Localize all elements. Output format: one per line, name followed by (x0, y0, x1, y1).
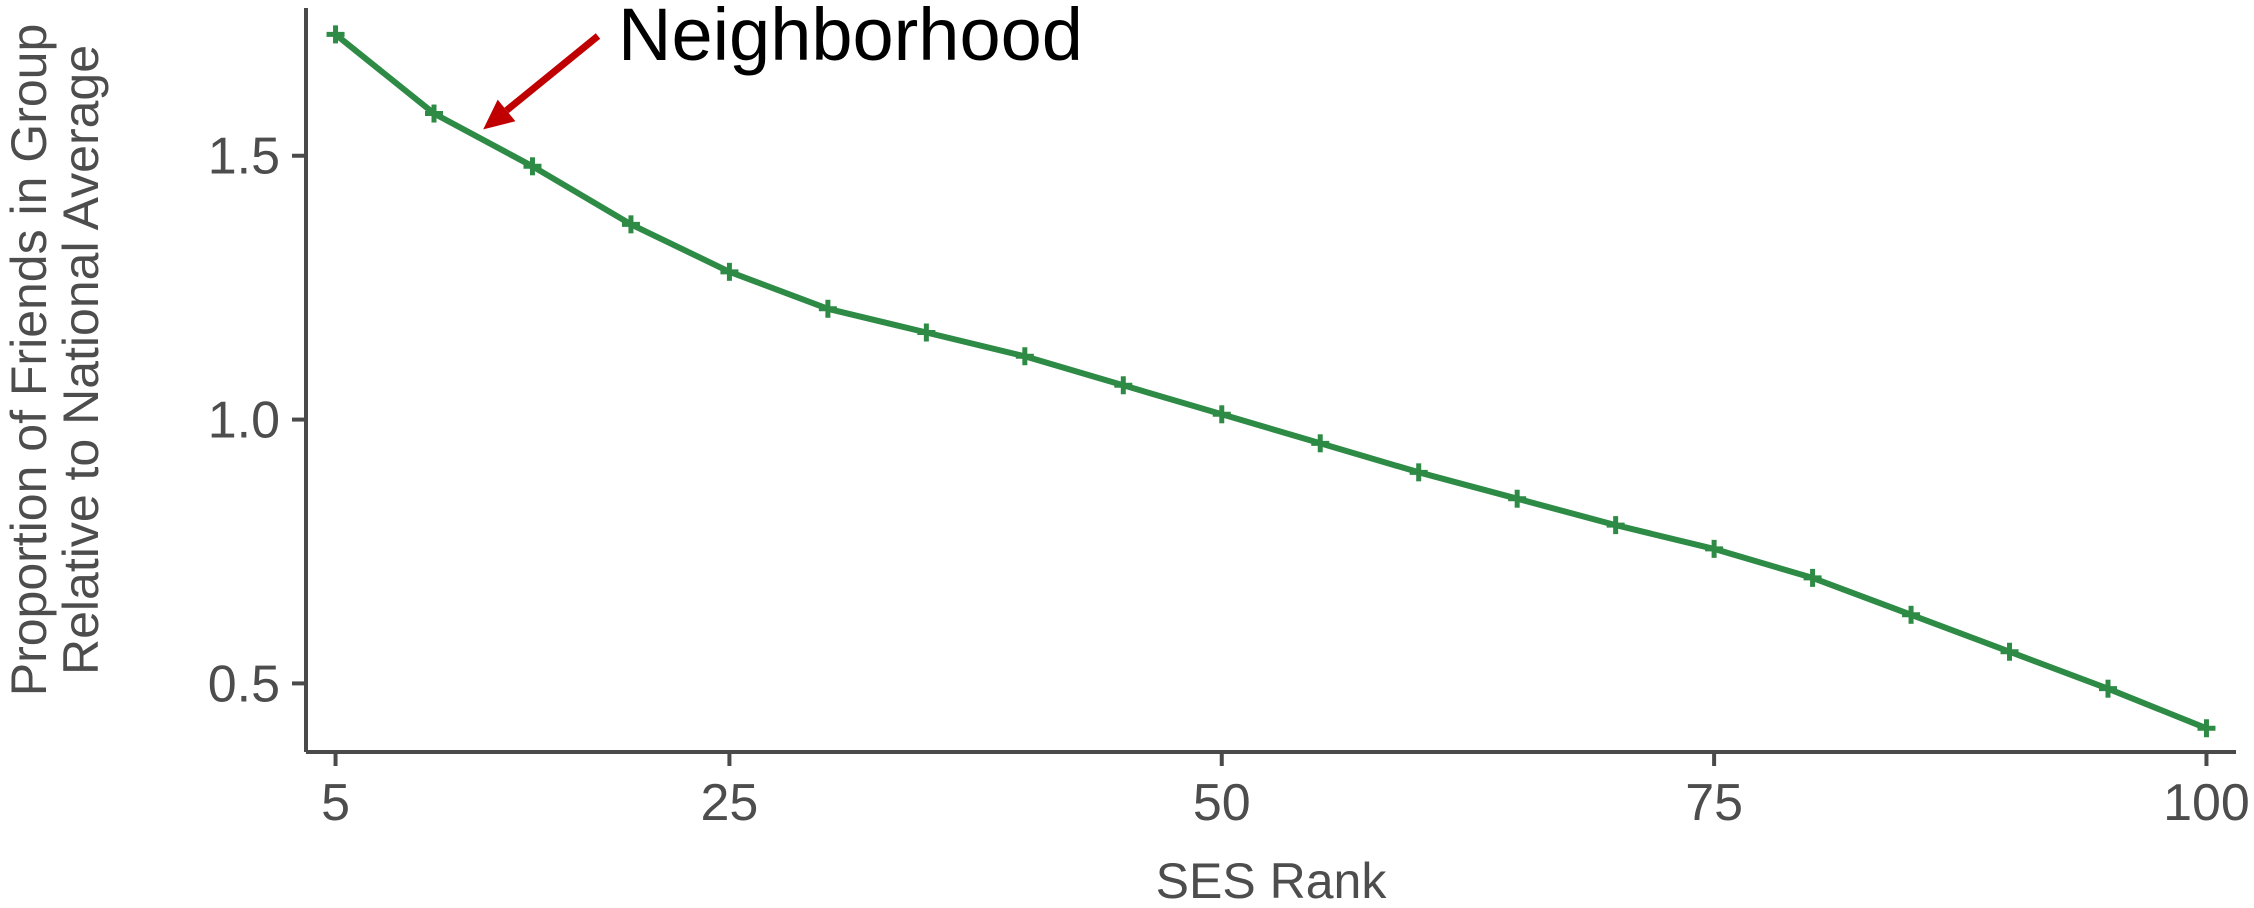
y-tick-label: 0.5 (208, 655, 280, 713)
x-tick-label: 75 (1685, 774, 1743, 832)
data-point-marker (818, 299, 837, 318)
x-axis-title: SES Rank (1156, 853, 1388, 908)
data-point-marker (720, 262, 739, 281)
annotation-arrow-shaft (504, 33, 601, 114)
data-point-marker (917, 323, 936, 342)
y-axis-title-line1: Proportion of Friends in Group (1, 24, 57, 697)
data-point-marker (1015, 347, 1034, 366)
annotation-label: Neighborhood (618, 0, 1083, 76)
x-tick-label: 25 (700, 774, 758, 832)
data-point-marker (621, 215, 640, 234)
data-point-marker (2098, 679, 2117, 698)
x-tick-label: 50 (1193, 774, 1251, 832)
data-point-marker (1114, 376, 1133, 395)
annotation-arrow-head (483, 99, 516, 130)
x-tick-label: 5 (321, 774, 350, 832)
y-tick-label: 1.0 (208, 392, 280, 450)
data-point-marker (1311, 434, 1330, 453)
data-point-marker (2197, 719, 2216, 738)
data-point-marker (425, 104, 444, 123)
data-point-marker (1803, 568, 1822, 587)
data-point-marker (1606, 516, 1625, 535)
y-axis-title-line2: Relative to National Average (53, 45, 109, 675)
data-point-marker (523, 157, 542, 176)
data-point-marker (2000, 642, 2019, 661)
data-point-marker (1409, 463, 1428, 482)
data-point-marker (326, 25, 345, 44)
x-tick-label: 100 (2163, 774, 2250, 832)
series-line-neighborhood (333, 32, 2208, 732)
y-tick-label: 1.5 (208, 128, 280, 186)
data-point-marker (1212, 405, 1231, 424)
data-point-marker (1508, 489, 1527, 508)
data-point-marker (1705, 539, 1724, 558)
data-point-marker (1902, 605, 1921, 624)
